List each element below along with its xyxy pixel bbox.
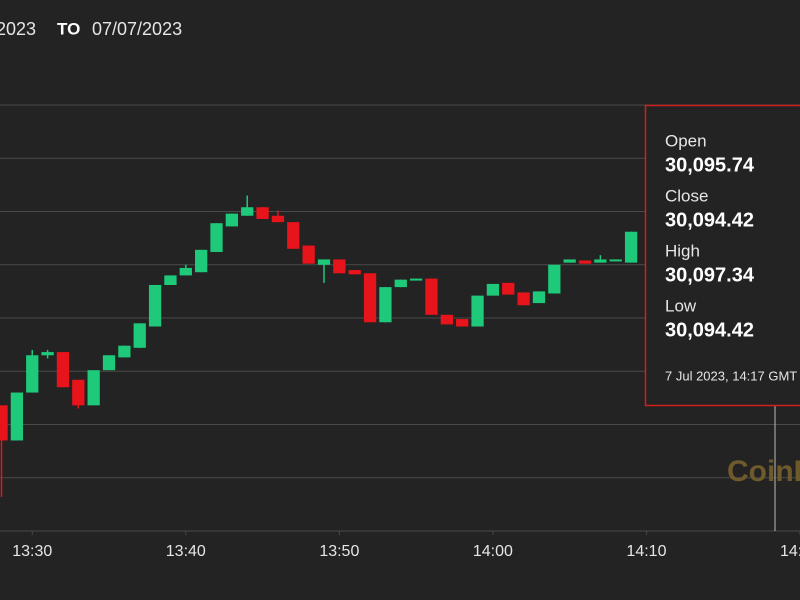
candle-body [87,370,100,406]
candle-body [456,319,469,327]
candle-body [532,291,546,304]
candle-body [348,270,361,275]
to-date: 07/07/2023 [92,19,182,39]
candle-body [486,283,500,296]
candle-body [302,245,315,264]
tooltip-label: Low [665,296,697,315]
candle-body [41,352,54,356]
tooltip-label: High [665,241,700,260]
candle-body [72,379,85,406]
candle-body [471,295,484,327]
candle-body [317,259,331,265]
candle-body [287,222,300,249]
candle-body [394,279,407,288]
tooltip-value: 30,097.34 [665,264,755,286]
candle-body [425,278,438,315]
candle-body [379,287,392,323]
tooltip-timestamp: 7 Jul 2023, 14:17 GMT [665,368,797,383]
tooltip-value: 30,094.42 [665,209,754,231]
candle-body [179,267,192,276]
x-tick-label: 13:30 [12,543,52,560]
candle-body [333,259,346,274]
tooltip-value: 30,094.42 [665,319,754,341]
candle-body [10,392,24,441]
watermark: CoinDesk [727,455,800,488]
candle-body [594,259,607,263]
x-tick-label: 14:00 [473,543,513,560]
candle-body [225,213,239,227]
from-date: 2023 [0,19,36,39]
x-tick-label: 14:20 [780,543,800,560]
candle-body [609,259,622,262]
candle-body [271,215,285,223]
candle-body [502,282,515,295]
candle-body [517,292,530,306]
x-tick-label: 13:40 [166,543,206,560]
candle-body [578,260,592,264]
candle-body [148,284,162,327]
candle-body [363,273,377,323]
candle-body [624,231,638,263]
candle-body [164,275,177,285]
candle-body [548,264,561,294]
candle-body [118,345,131,358]
tooltip-label: Open [665,131,707,150]
candle-body [241,207,254,216]
x-tick-label: 13:50 [319,543,359,560]
candle-body [210,223,223,252]
candle-body [409,278,423,281]
tooltip-label: Close [665,186,708,205]
candle-body [195,249,208,273]
tooltip-value: 30,095.74 [665,154,755,176]
candle-body [0,405,8,441]
candle-body [102,355,116,371]
candle-body [26,355,39,393]
x-tick-label: 14:10 [626,543,666,560]
tooltip-box [644,104,800,407]
candle-body [440,314,453,325]
candle-body [256,207,269,219]
candle-body [563,259,576,263]
to-label: TO [57,19,80,38]
candle-body [133,323,146,348]
candle-body [56,352,70,388]
